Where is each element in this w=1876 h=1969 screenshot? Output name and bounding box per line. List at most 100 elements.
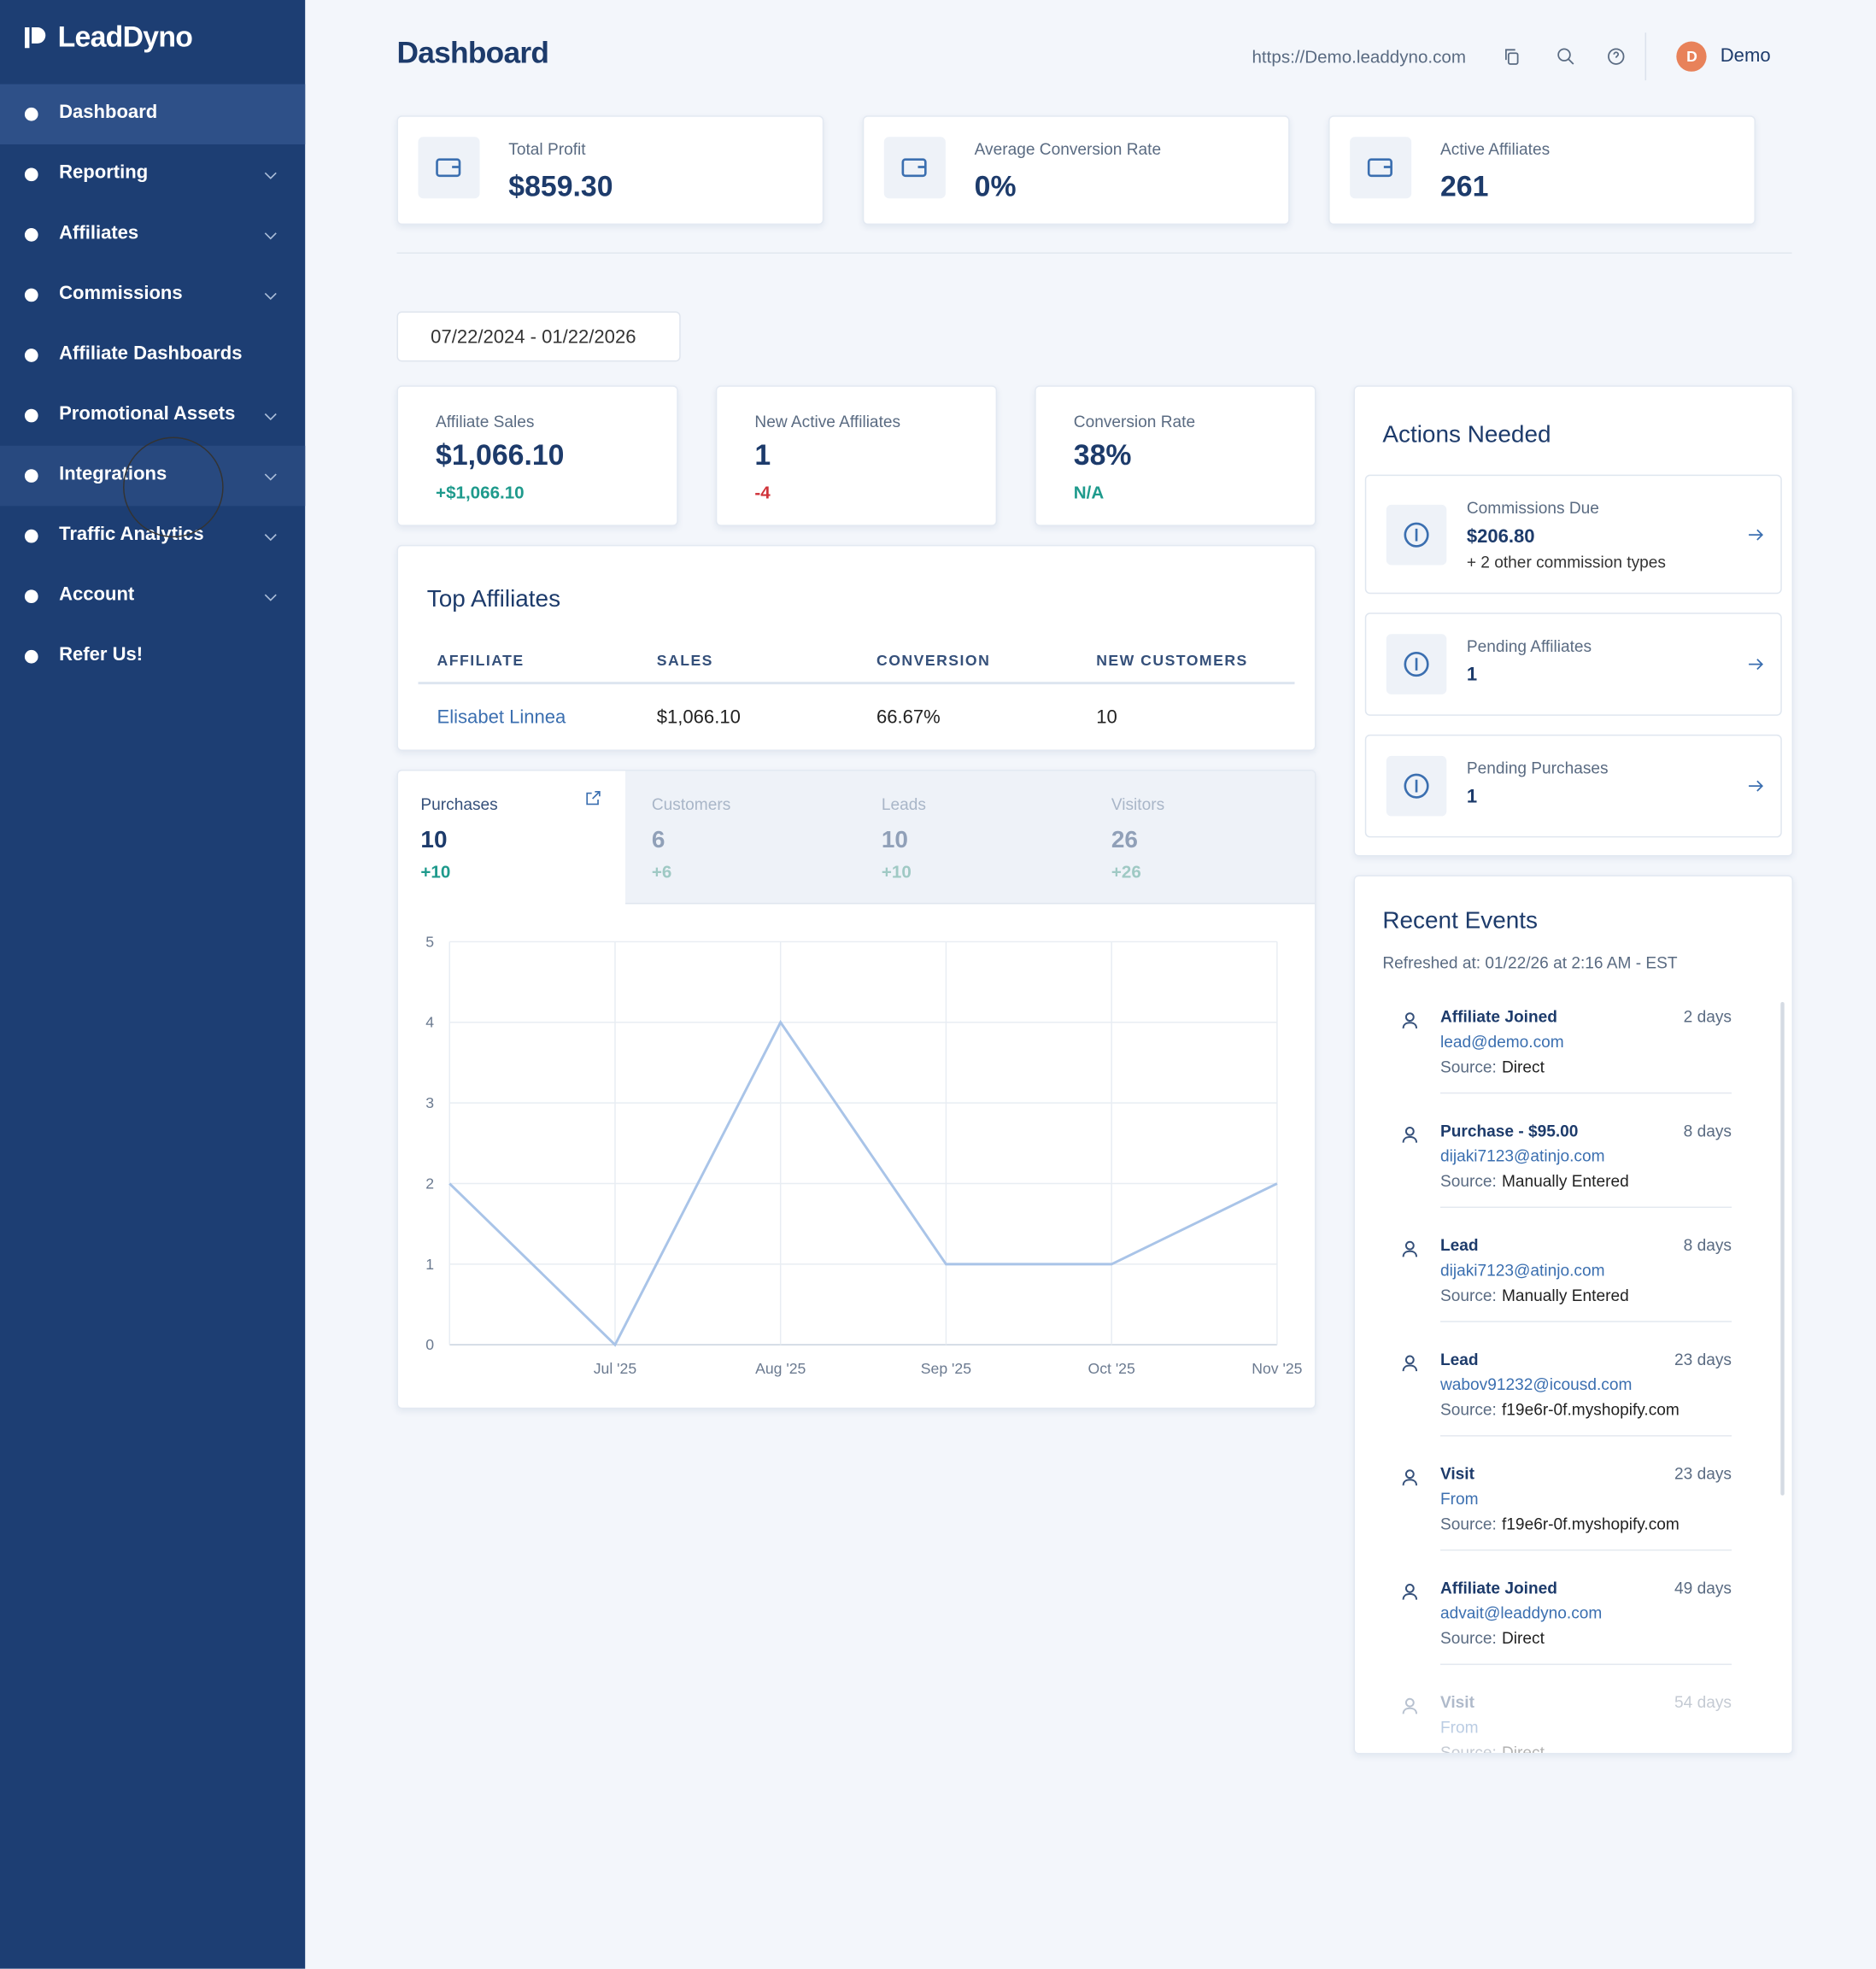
- section-title: Recent Events: [1382, 907, 1539, 935]
- source-value: Direct: [1502, 1743, 1545, 1755]
- event-title: Affiliate Joined: [1439, 1006, 1557, 1026]
- action-item[interactable]: Commissions Due $206.80 + 2 other commissi…: [1364, 474, 1782, 595]
- nav-label: Affiliates: [59, 222, 139, 244]
- nav-item[interactable]: Commissions: [0, 265, 305, 325]
- event-age: 23 days: [1674, 1350, 1732, 1369]
- divider: [396, 252, 1792, 254]
- icon: [24, 408, 38, 423]
- event-age: 54 days: [1674, 1692, 1732, 1712]
- kpi-change: +$1,066.10: [436, 482, 525, 502]
- nav-item[interactable]: Account: [0, 566, 305, 627]
- action-item[interactable]: Pending Affiliates 1: [1364, 612, 1782, 716]
- nav-label: Account: [59, 583, 135, 606]
- nav-item[interactable]: Affiliates: [0, 205, 305, 266]
- nav-label: Dashboard: [59, 102, 158, 124]
- sidebar: LeadDyno Dashboard Reporting Affiliates Comm…: [0, 0, 306, 1969]
- source-label: Source:: [1439, 1743, 1497, 1755]
- source-label: Source:: [1439, 1514, 1497, 1533]
- rule: [1439, 1663, 1732, 1666]
- icon: [1404, 521, 1429, 547]
- tab-label[interactable]: Visitors: [1111, 794, 1165, 814]
- date-text: 07/22/2024 - 01/22/2026: [431, 326, 636, 349]
- cell: $1,066.10: [656, 706, 741, 729]
- kpi-label: Affiliate Sales: [436, 412, 535, 431]
- stat-label: Total Profit: [508, 139, 586, 159]
- tab-value: 26: [1111, 827, 1138, 854]
- x-tick-label: Nov '25: [1252, 1360, 1302, 1377]
- event-title: Purchase - $95.00: [1439, 1121, 1579, 1140]
- action-item[interactable]: Pending Purchases 1: [1364, 734, 1782, 838]
- icon: [586, 790, 601, 806]
- tab-label[interactable]: Purchases: [420, 794, 498, 814]
- avatar-letter: D: [1686, 47, 1697, 66]
- chart-card: Purchases 10 +10 Customers 6 +6 Leads 10 +10 Visi…: [396, 770, 1316, 1409]
- icon: [901, 158, 927, 178]
- event-title: Visit: [1439, 1692, 1474, 1712]
- source-value: Direct: [1502, 1628, 1545, 1648]
- kpi-change: -4: [754, 482, 771, 502]
- tab-label[interactable]: Customers: [651, 794, 731, 814]
- nav-label: Promotional Assets: [59, 402, 236, 425]
- y-tick-label: 4: [425, 1014, 434, 1031]
- top-affiliates: Top Affiliates AFFILIATE SALES CONVERSION NE…: [396, 544, 1316, 752]
- icon: [264, 232, 277, 240]
- nav-item[interactable]: Affiliate Dashboards: [0, 325, 305, 386]
- rule: [1439, 1206, 1732, 1209]
- source-label: Source:: [1439, 1171, 1497, 1191]
- event-title: Lead: [1439, 1235, 1479, 1255]
- kpi-label: New Active Affiliates: [754, 412, 901, 431]
- icon: [24, 349, 38, 362]
- icon: [1505, 49, 1519, 65]
- source-value: Manually Entered: [1502, 1171, 1629, 1191]
- cell[interactable]: Elisabet Linnea: [437, 706, 566, 729]
- stat-value: $859.30: [508, 169, 613, 202]
- kpi-value: 1: [754, 437, 771, 472]
- y-tick-label: 5: [425, 933, 434, 950]
- action-label: Commissions Due: [1466, 498, 1599, 518]
- kpi-label: Conversion Rate: [1073, 412, 1196, 431]
- events-card: Recent Events Refreshed at: 01/22/26 at 2…: [1353, 875, 1794, 1755]
- cursor-ring: [123, 437, 224, 538]
- kpi-card: New Active Affiliates 1 -4: [715, 385, 998, 526]
- avatar[interactable]: D: [1676, 41, 1707, 72]
- nav-item[interactable]: Promotional Assets: [0, 385, 305, 446]
- nav-item[interactable]: Refer Us!: [0, 626, 305, 687]
- event-item: Visit 54 days From Source: Direct: [1355, 1692, 1792, 1755]
- kpi-change: N/A: [1073, 482, 1105, 502]
- event-detail: dijaki7123@atinjo.com: [1439, 1260, 1605, 1280]
- icon: [1402, 1469, 1418, 1486]
- nav-item[interactable]: Reporting: [0, 144, 305, 205]
- action-value: $206.80: [1466, 525, 1535, 548]
- tab-value: 10: [881, 827, 908, 854]
- tab-change: +6: [651, 861, 672, 882]
- event-title: Visit: [1439, 1463, 1474, 1483]
- tab-change: +10: [420, 861, 451, 882]
- action-label: Pending Affiliates: [1466, 636, 1592, 656]
- icon: [1557, 48, 1574, 65]
- y-tick-label: 1: [425, 1256, 434, 1273]
- action-value: 1: [1466, 664, 1478, 686]
- scrollbar: [1780, 1001, 1785, 1496]
- event-detail: From: [1439, 1717, 1479, 1737]
- icon: [1749, 528, 1764, 540]
- nav-item[interactable]: Dashboard: [0, 84, 306, 145]
- icon: [24, 288, 38, 302]
- icon: [1749, 780, 1764, 792]
- cell: 66.67%: [876, 706, 941, 729]
- source-label: Source:: [1439, 1628, 1497, 1648]
- icon: [264, 172, 277, 179]
- nav-label: Refer Us!: [59, 644, 144, 666]
- tab-strip: [625, 771, 1315, 905]
- tab-change: +10: [881, 861, 912, 882]
- icon: [264, 413, 277, 421]
- y-tick-label: 3: [425, 1094, 434, 1111]
- tab-value: 6: [651, 827, 665, 854]
- tab-label[interactable]: Leads: [881, 794, 926, 814]
- date-range[interactable]: 07/22/2024 - 01/22/2026: [396, 311, 681, 362]
- event-item: Affiliate Joined 49 days advait@leaddyno.c…: [1355, 1579, 1792, 1693]
- kpi-card: Conversion Rate 38% N/A: [1035, 385, 1316, 526]
- stat-card: Total Profit $859.30: [396, 115, 824, 226]
- rule: [1439, 1435, 1732, 1437]
- stat-value: 261: [1439, 169, 1489, 202]
